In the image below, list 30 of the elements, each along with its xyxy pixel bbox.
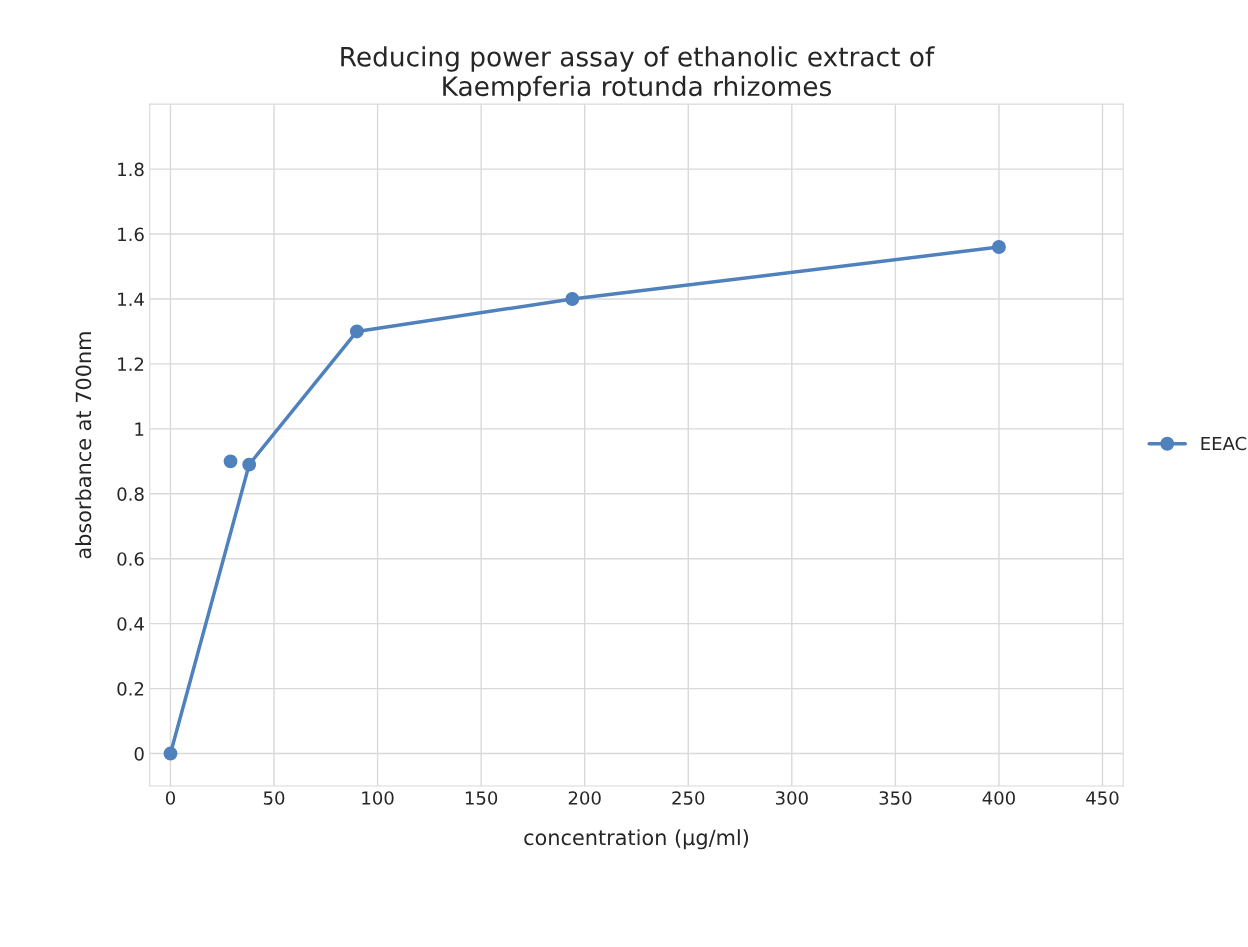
x-tick-label: 250 (672, 791, 705, 805)
x-tick-label: 300 (775, 791, 808, 805)
y-tick-label: 1.8 (118, 162, 144, 177)
y-axis-title: absorbance at 700nm (75, 332, 92, 559)
point (565, 292, 580, 306)
y-tick-label: 0 (134, 747, 144, 761)
point (349, 324, 364, 339)
y-tick-label: 1.4 (118, 292, 144, 306)
point (991, 240, 1006, 254)
x-tick-label: 200 (568, 791, 601, 805)
y-tick-label: 0.8 (117, 487, 144, 501)
y-tick-label: 1.6 (118, 227, 144, 242)
x-axis-title: concentration (µg/ml) (524, 829, 749, 850)
y-tick-label: 1 (135, 422, 144, 436)
y-tick-label: 0.6 (117, 552, 144, 566)
y-tick-label: 0.4 (117, 617, 144, 631)
x-tick-label: 50 (263, 791, 285, 805)
chart-title: Reducing power assay of ethanolic extract of Kaempferia rotunda rhizomes (341, 46, 935, 102)
point (163, 746, 178, 761)
x-tick-label: 0 (165, 791, 176, 805)
y-tick-label: 1.2 (118, 357, 144, 371)
x-tick-label: 400 (982, 791, 1015, 805)
point (223, 454, 238, 469)
x-tick-label: 350 (879, 791, 912, 805)
y-tick-label: 0.2 (117, 682, 144, 696)
legend-label: EEAC (1201, 436, 1247, 451)
x-tick-label: 450 (1086, 791, 1119, 805)
x-tick-label: 150 (465, 791, 498, 805)
point (242, 457, 257, 472)
x-tick-label: 100 (362, 791, 394, 805)
